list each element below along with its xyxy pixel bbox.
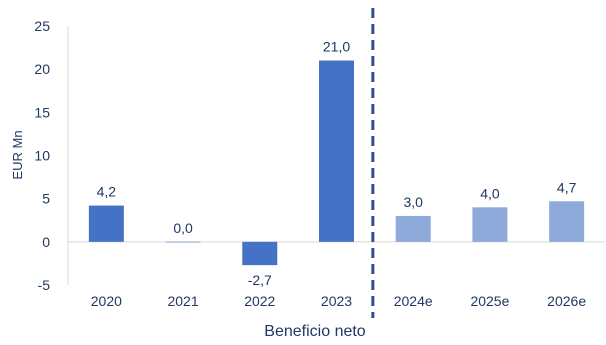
- bars: [88, 60, 585, 266]
- y-tick-label: 10: [34, 148, 50, 164]
- category-label-2023: 2023: [321, 293, 352, 309]
- category-label-2024e: 2024e: [394, 293, 433, 309]
- bar-2024e: [395, 215, 431, 242]
- data-label-2021: 0,0: [173, 220, 193, 236]
- data-label-2025e: 4,0: [480, 185, 500, 201]
- category-label-2020: 2020: [91, 293, 122, 309]
- bar-2022: [242, 241, 278, 266]
- data-labels: 4,2 0,0 -2,7 21,0 3,0 4,0 4,7: [97, 39, 577, 289]
- data-label-2022: -2,7: [248, 272, 272, 288]
- data-label-2023: 21,0: [323, 39, 350, 55]
- category-label-2022: 2022: [244, 293, 275, 309]
- y-tick-label: 5: [42, 191, 50, 207]
- category-label-2025e: 2025e: [470, 293, 509, 309]
- category-label-2021: 2021: [167, 293, 198, 309]
- bar-2025e: [472, 207, 508, 242]
- data-label-2026e: 4,7: [557, 179, 577, 195]
- x-axis: 2020 2021 2022 2023 2024e 2025e 2026e: [91, 293, 587, 309]
- category-label-2026e: 2026e: [547, 293, 586, 309]
- y-tick-label: 15: [34, 104, 50, 120]
- bar-2020: [88, 205, 124, 242]
- bar-2021: [165, 241, 201, 243]
- bar-2023: [319, 60, 354, 242]
- data-label-2024e: 3,0: [403, 194, 423, 210]
- y-tick-label: 25: [34, 18, 50, 34]
- x-axis-title: Beneficio neto: [264, 323, 366, 340]
- data-label-2020: 4,2: [97, 184, 117, 200]
- y-axis: -5 0 5 10 15 20 25: [34, 18, 605, 293]
- y-tick-label: 20: [34, 61, 50, 77]
- y-tick-label: 0: [42, 234, 50, 250]
- bar-2026e: [549, 201, 585, 242]
- y-axis-title: EUR Mn: [10, 130, 25, 179]
- y-tick-label: -5: [38, 277, 51, 293]
